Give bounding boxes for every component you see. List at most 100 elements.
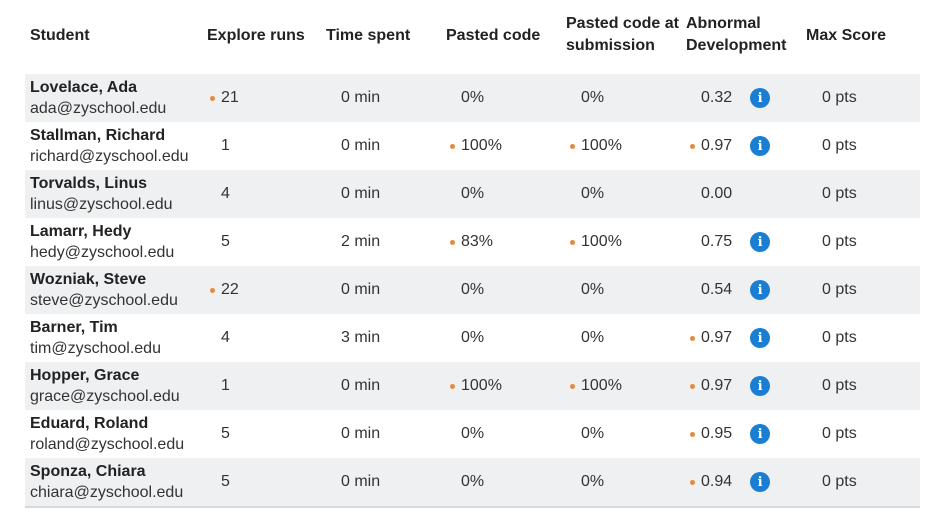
- pasted-code-value: 0%: [461, 329, 485, 346]
- student-email: hedy@zyschool.edu: [30, 244, 175, 261]
- abnormal-development-value: 0.54: [701, 281, 733, 298]
- header-pasted-code-at-submission[interactable]: Pasted code at submission: [566, 13, 679, 57]
- student-name[interactable]: Eduard, Roland: [30, 415, 149, 432]
- time-spent-cell: 0 min: [341, 170, 380, 218]
- explore-runs-cell: 4: [210, 314, 230, 362]
- pasted-code-submission-value: 0%: [581, 329, 605, 346]
- student-name[interactable]: Torvalds, Linus: [30, 175, 148, 192]
- abnormal-development-cell: 0.95 i: [690, 410, 771, 458]
- time-spent-value: 0 min: [341, 89, 381, 106]
- explore-runs-cell: 22: [210, 266, 239, 314]
- header-explore-runs[interactable]: Explore runs: [207, 27, 305, 44]
- max-score-value: 0 pts: [822, 137, 857, 154]
- table-row[interactable]: Lamarr, Hedy hedy@zyschool.edu 5 2 min 83% 10…: [25, 218, 920, 266]
- pasted-code-submission-value: 100%: [581, 137, 622, 154]
- explore-runs-cell: 5: [210, 218, 230, 266]
- student-cell[interactable]: Hopper, Grace grace@zyschool.edu: [30, 362, 180, 410]
- header-pasted-code[interactable]: Pasted code: [446, 27, 541, 44]
- info-icon[interactable]: i: [750, 88, 771, 108]
- header-abnormal-line1: Abnormal: [686, 15, 761, 32]
- explore-runs-cell: 1: [210, 362, 230, 410]
- explore-runs-value: 5: [221, 425, 230, 442]
- student-cell[interactable]: Lamarr, Hedy hedy@zyschool.edu: [30, 218, 174, 266]
- pasted-code-submission-value: 0%: [581, 473, 605, 490]
- abnormal-development-value: 0.00: [701, 185, 733, 202]
- table-row[interactable]: Hopper, Grace grace@zyschool.edu 1 0 min 100…: [25, 362, 920, 410]
- student-cell[interactable]: Sponza, Chiara chiara@zyschool.edu: [30, 458, 183, 506]
- explore-runs-value: 4: [221, 329, 230, 346]
- pasted-code-value: 0%: [461, 281, 485, 298]
- explore-runs-value: 21: [221, 89, 239, 106]
- flag-dot-icon: [570, 143, 575, 149]
- time-spent-value: 0 min: [341, 185, 381, 202]
- explore-runs-cell: 4: [210, 170, 230, 218]
- student-cell[interactable]: Barner, Tim tim@zyschool.edu: [30, 314, 161, 362]
- max-score-cell: 0 pts: [822, 218, 857, 266]
- pasted-code-submission-value: 0%: [581, 425, 605, 442]
- table-row[interactable]: Sponza, Chiara chiara@zyschool.edu 5 0 min 0…: [25, 458, 920, 506]
- pasted-code-submission-value: 100%: [581, 233, 622, 250]
- max-score-value: 0 pts: [822, 281, 857, 298]
- table-row[interactable]: Barner, Tim tim@zyschool.edu 4 3 min 0% 0% 0.9…: [25, 314, 920, 362]
- abnormal-development-cell: 0.32 i: [690, 74, 771, 122]
- pasted-code-value: 0%: [461, 185, 485, 202]
- pasted-code-cell: 0%: [450, 410, 484, 458]
- flag-dot-icon: [570, 383, 575, 389]
- max-score-cell: 0 pts: [822, 458, 857, 506]
- header-time-spent[interactable]: Time spent: [326, 27, 411, 44]
- student-cell[interactable]: Wozniak, Steve steve@zyschool.edu: [30, 266, 178, 314]
- student-analytics-table: Student Explore runs Time spent Pasted c…: [25, 0, 920, 506]
- abnormal-development-cell: 0.00: [690, 170, 732, 218]
- max-score-value: 0 pts: [822, 89, 857, 106]
- header-max-score[interactable]: Max Score: [806, 27, 887, 44]
- time-spent-value: 0 min: [341, 281, 381, 298]
- student-name[interactable]: Sponza, Chiara: [30, 463, 146, 480]
- flag-dot-icon: [690, 143, 695, 149]
- table-row[interactable]: Torvalds, Linus linus@zyschool.edu 4 0 min 0…: [25, 170, 920, 218]
- explore-runs-value: 5: [221, 233, 230, 250]
- header-abnormal-development[interactable]: Abnormal Development: [686, 13, 786, 57]
- table-row[interactable]: Eduard, Roland roland@zyschool.edu 5 0 min 0…: [25, 410, 920, 458]
- info-icon[interactable]: i: [750, 424, 771, 444]
- info-icon[interactable]: i: [750, 328, 771, 348]
- student-name[interactable]: Lovelace, Ada: [30, 79, 138, 96]
- max-score-cell: 0 pts: [822, 170, 857, 218]
- info-icon[interactable]: i: [750, 376, 771, 396]
- abnormal-development-cell: 0.75 i: [690, 218, 771, 266]
- student-email: richard@zyschool.edu: [30, 148, 189, 165]
- table-row[interactable]: Lovelace, Ada ada@zyschool.edu 21 0 min 0% 0%…: [25, 74, 920, 122]
- student-cell[interactable]: Torvalds, Linus linus@zyschool.edu: [30, 170, 173, 218]
- max-score-cell: 0 pts: [822, 410, 857, 458]
- student-name[interactable]: Wozniak, Steve: [30, 271, 147, 288]
- header-student[interactable]: Student: [30, 27, 90, 44]
- info-icon[interactable]: i: [750, 136, 771, 156]
- pasted-code-cell: 0%: [450, 266, 484, 314]
- student-name[interactable]: Barner, Tim: [30, 319, 118, 336]
- time-spent-cell: 0 min: [341, 122, 380, 170]
- student-name[interactable]: Lamarr, Hedy: [30, 223, 132, 240]
- pasted-code-cell: 100%: [450, 122, 502, 170]
- student-cell[interactable]: Lovelace, Ada ada@zyschool.edu: [30, 74, 166, 122]
- table-row[interactable]: Wozniak, Steve steve@zyschool.edu 22 0 min 0…: [25, 266, 920, 314]
- info-icon[interactable]: i: [750, 232, 771, 252]
- header-pasted-code-at-submission-line2: submission: [566, 37, 655, 54]
- table-row[interactable]: Stallman, Richard richard@zyschool.edu 1 0 …: [25, 122, 920, 170]
- student-email: linus@zyschool.edu: [30, 196, 173, 213]
- abnormal-development-value: 0.75: [701, 233, 733, 250]
- student-name[interactable]: Hopper, Grace: [30, 367, 140, 384]
- info-icon[interactable]: i: [750, 280, 771, 300]
- student-email: chiara@zyschool.edu: [30, 484, 184, 501]
- pasted-code-submission-cell: 0%: [570, 410, 604, 458]
- student-cell[interactable]: Eduard, Roland roland@zyschool.edu: [30, 410, 184, 458]
- pasted-code-value: 83%: [461, 233, 494, 250]
- table-bottom-border: [25, 506, 920, 508]
- student-name[interactable]: Stallman, Richard: [30, 127, 166, 144]
- student-cell[interactable]: Stallman, Richard richard@zyschool.edu: [30, 122, 189, 170]
- time-spent-cell: 0 min: [341, 266, 380, 314]
- abnormal-development-value: 0.95: [701, 425, 733, 442]
- explore-runs-cell: 1: [210, 122, 230, 170]
- time-spent-value: 0 min: [341, 377, 381, 394]
- info-icon[interactable]: i: [750, 472, 771, 492]
- explore-runs-value: 1: [221, 377, 230, 394]
- pasted-code-cell: 83%: [450, 218, 493, 266]
